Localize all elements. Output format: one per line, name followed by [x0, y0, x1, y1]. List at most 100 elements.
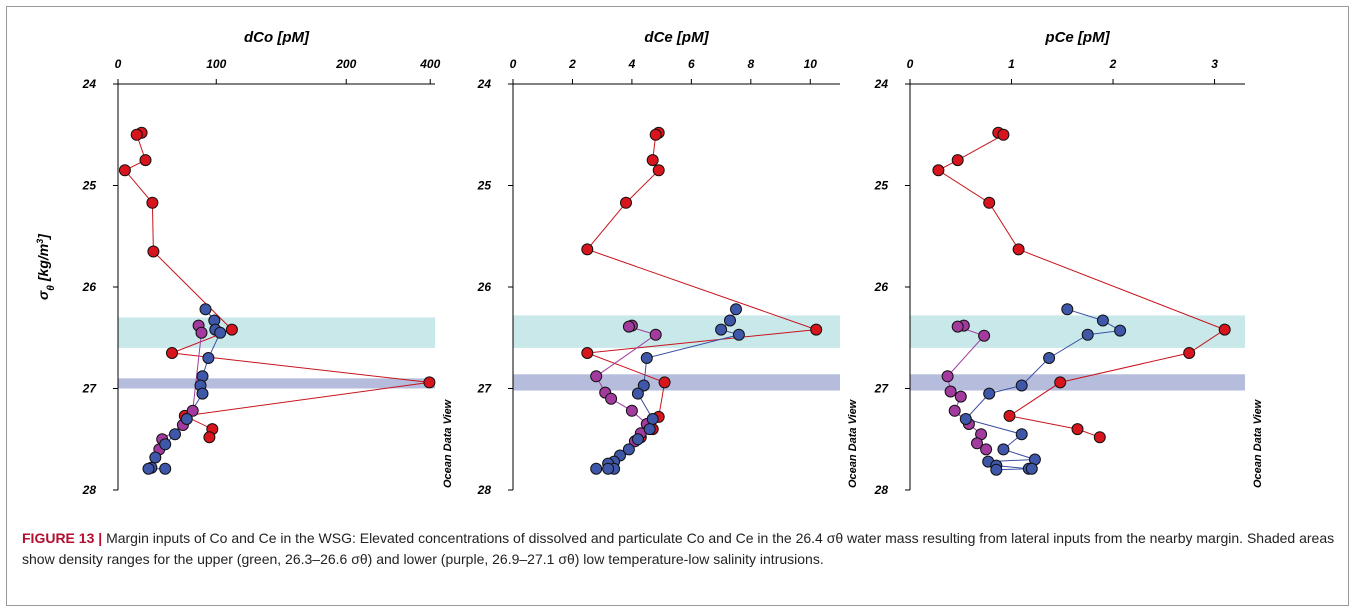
- red-data-point: [225, 323, 238, 336]
- blue-data-point: [590, 462, 603, 475]
- red-data-point: [620, 196, 632, 209]
- y-tick-label: 24: [477, 77, 492, 91]
- blue-data-point: [990, 463, 1003, 476]
- blue-data-point: [159, 462, 172, 475]
- series-lines: [586, 132, 817, 470]
- y-tick-label: 24: [874, 77, 889, 91]
- x-tick-label: 0: [907, 57, 914, 71]
- red-series-line: [124, 132, 430, 438]
- blue-data-point: [959, 413, 972, 425]
- y-label-units: [kg/m: [35, 244, 51, 282]
- x-tick-label: 2: [1109, 57, 1117, 71]
- figure-panels: σθ[kg/m3]dCo [pM]0 100 200 4002425262728Oce…: [35, 29, 1264, 497]
- caption-separator: |: [94, 530, 107, 546]
- blue-data-point: [202, 352, 215, 364]
- x-tick-label: 0: [510, 57, 517, 71]
- y-label-sup: 3: [35, 239, 45, 244]
- blue-data-point: [1025, 462, 1038, 475]
- y-tick-label: 28: [874, 483, 889, 497]
- red-data-point: [997, 128, 1010, 141]
- x-tick-label: 0: [115, 57, 122, 71]
- blue-data-point: [159, 438, 172, 451]
- figure-frame: [6, 6, 1349, 606]
- red-data-point: [1054, 376, 1067, 389]
- y-label-close: ]: [35, 233, 51, 241]
- red-data-point: [1003, 409, 1016, 422]
- red-data-point: [1093, 431, 1106, 444]
- red-data-point: [166, 347, 178, 359]
- purple-data-point: [978, 329, 991, 342]
- x-tick-label: 100: [206, 57, 226, 71]
- x-tick-label: 10: [804, 57, 818, 71]
- y-tick-label: 28: [82, 483, 97, 497]
- red-data-point: [1218, 323, 1231, 336]
- blue-data-point: [983, 387, 996, 400]
- red-data-point: [658, 376, 671, 389]
- panel-title: dCo [pM]: [244, 29, 310, 46]
- red-data-point: [130, 128, 143, 141]
- x-tick-label: 3: [1211, 57, 1218, 71]
- panel-1: dCo [pM] 0 100 200 400 24 25 26 27 28 Ocean Data V…: [82, 29, 454, 497]
- blue-data-point: [715, 323, 728, 336]
- purple-data-point: [948, 404, 961, 417]
- red-data-point: [932, 164, 945, 177]
- blue-data-point: [199, 303, 212, 316]
- caption-label: FIGURE 13: [22, 530, 95, 546]
- blue-data-point: [1081, 328, 1094, 341]
- blue-data-point: [643, 423, 656, 436]
- blue-data-point: [1114, 324, 1127, 337]
- blue-data-point: [214, 326, 227, 339]
- y-label-theta: θ: [46, 285, 57, 291]
- red-data-point: [1071, 423, 1084, 436]
- blue-series-line: [964, 308, 1122, 471]
- blue-data-point: [1096, 314, 1109, 327]
- red-data-point: [652, 164, 665, 177]
- panel-title: pCe [pM]: [1044, 29, 1110, 46]
- blue-data-point: [730, 303, 742, 316]
- purple-data-point: [605, 392, 618, 405]
- y-tick-label: 25: [477, 179, 492, 193]
- panel-title: dCe [pM]: [644, 29, 709, 46]
- purple-data-point: [951, 320, 964, 333]
- figure-caption: FIGURE 13 | Margin inputs of Co and Ce i…: [22, 528, 1337, 570]
- purple-data-point: [186, 404, 199, 417]
- red-series-line: [586, 132, 817, 438]
- red-data-point: [581, 347, 594, 359]
- purple-data-point: [622, 320, 635, 333]
- purple-data-point: [980, 443, 993, 456]
- blue-data-point: [631, 433, 644, 446]
- ocean-data-view-label: Ocean Data View: [847, 398, 859, 488]
- y-axis-label: σθ [kg/m3]: [35, 233, 57, 300]
- red-data-point: [649, 128, 662, 141]
- y-tick-label: 27: [82, 382, 98, 396]
- red-data-point: [146, 196, 159, 209]
- purple-data-point: [195, 326, 208, 339]
- ocean-data-view-label: Ocean Data View: [1252, 398, 1264, 488]
- red-data-point: [203, 431, 216, 444]
- purple-data-point: [971, 437, 983, 450]
- x-tick-label: 4: [628, 57, 636, 71]
- red-data-point: [423, 376, 436, 389]
- red-data-point: [646, 154, 659, 167]
- y-tick-label: 24: [82, 77, 97, 91]
- series-markers: [581, 126, 823, 475]
- lower-density-band: [513, 374, 840, 391]
- upper-density-band: [513, 315, 840, 348]
- blue-data-point: [1043, 352, 1056, 364]
- y-tick-label: 26: [82, 280, 97, 294]
- y-tick-label: 26: [477, 280, 492, 294]
- purple-data-point: [944, 385, 957, 398]
- x-tick-label: 6: [688, 57, 695, 71]
- x-tick-label: 400: [419, 57, 440, 71]
- blue-data-point: [149, 451, 162, 464]
- red-data-point: [1183, 347, 1196, 359]
- red-data-point: [139, 154, 152, 167]
- blue-data-point: [732, 328, 745, 341]
- red-data-point: [983, 196, 996, 209]
- blue-data-point: [169, 428, 181, 441]
- red-series-line: [937, 132, 1226, 438]
- blue-data-point: [724, 314, 736, 327]
- caption-text: Margin inputs of Co and Ce in the WSG: E…: [22, 530, 1335, 567]
- y-tick-label: 27: [477, 382, 493, 396]
